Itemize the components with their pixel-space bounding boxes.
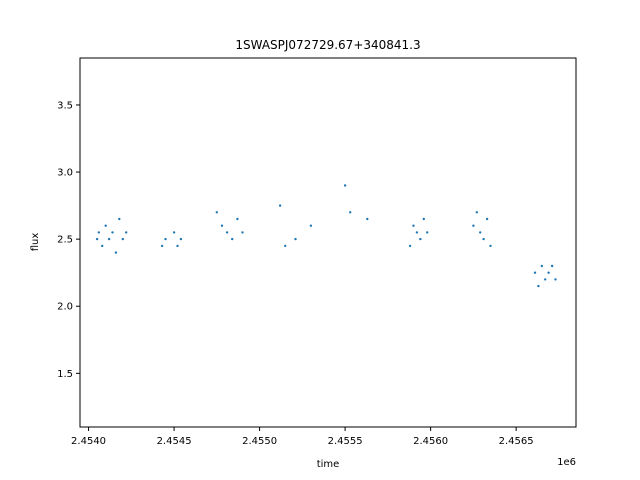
data-point (343, 184, 347, 187)
data-point (489, 244, 492, 248)
chart-title: 1SWASPJ072729.67+340841.3 (235, 38, 420, 52)
x-tick-label: 2.4545 (157, 436, 192, 447)
data-point (231, 237, 234, 241)
data-point (164, 237, 167, 241)
data-point (172, 231, 176, 234)
data-point (544, 278, 547, 281)
data-point (419, 237, 422, 241)
x-tick-label: 2.4540 (71, 436, 106, 447)
data-point (408, 244, 412, 248)
data-point (176, 244, 179, 248)
data-point (179, 237, 183, 241)
y-axis: 1.5 2.0 2.5 3.0 3.5 (57, 100, 80, 380)
x-axis: 2.4540 2.4545 2.4550 2.4555 2.4560 2.4565 (71, 427, 534, 447)
data-point (125, 231, 128, 234)
data-point (111, 231, 114, 234)
data-point (475, 211, 478, 214)
data-point (366, 217, 369, 221)
data-point (220, 224, 224, 227)
data-point (114, 251, 118, 254)
data-point (349, 211, 352, 214)
data-point (241, 231, 244, 234)
data-point (97, 231, 101, 234)
data-point (101, 244, 104, 248)
x-tick-label: 2.4560 (413, 436, 448, 447)
data-point (104, 224, 107, 227)
data-point (422, 217, 425, 221)
scatter-points (95, 184, 557, 288)
data-point (533, 271, 537, 274)
data-point (284, 244, 287, 248)
data-point (472, 224, 475, 227)
y-tick-label: 2.5 (57, 235, 73, 246)
plot-frame (79, 57, 577, 428)
x-axis-offset-label: 1e6 (557, 457, 576, 468)
data-point (294, 237, 297, 241)
data-point (107, 237, 111, 241)
y-tick-label: 3.5 (57, 100, 73, 111)
data-point (121, 237, 125, 241)
data-point (415, 231, 419, 234)
data-point (278, 204, 282, 207)
y-tick-label: 1.5 (57, 369, 73, 380)
data-point (160, 244, 164, 248)
x-tick-label: 2.4565 (499, 436, 534, 447)
data-point (309, 224, 313, 227)
y-axis-label: flux (30, 233, 41, 252)
data-point (215, 211, 218, 214)
data-point (225, 231, 229, 234)
data-point (118, 217, 121, 221)
data-point (550, 264, 554, 268)
data-point (482, 237, 485, 241)
y-tick-label: 3.0 (57, 168, 73, 179)
data-point (236, 217, 239, 221)
data-point (426, 231, 429, 234)
x-tick-label: 2.4555 (328, 436, 363, 447)
data-point (485, 217, 489, 221)
data-point (554, 278, 557, 281)
data-point (95, 237, 99, 241)
data-point (547, 271, 550, 274)
y-tick-label: 2.0 (57, 302, 73, 313)
data-point (540, 264, 543, 268)
data-point (412, 224, 415, 227)
x-axis-label: time (317, 459, 340, 470)
data-point (537, 284, 540, 288)
x-tick-label: 2.4550 (242, 436, 277, 447)
data-point (479, 231, 482, 234)
